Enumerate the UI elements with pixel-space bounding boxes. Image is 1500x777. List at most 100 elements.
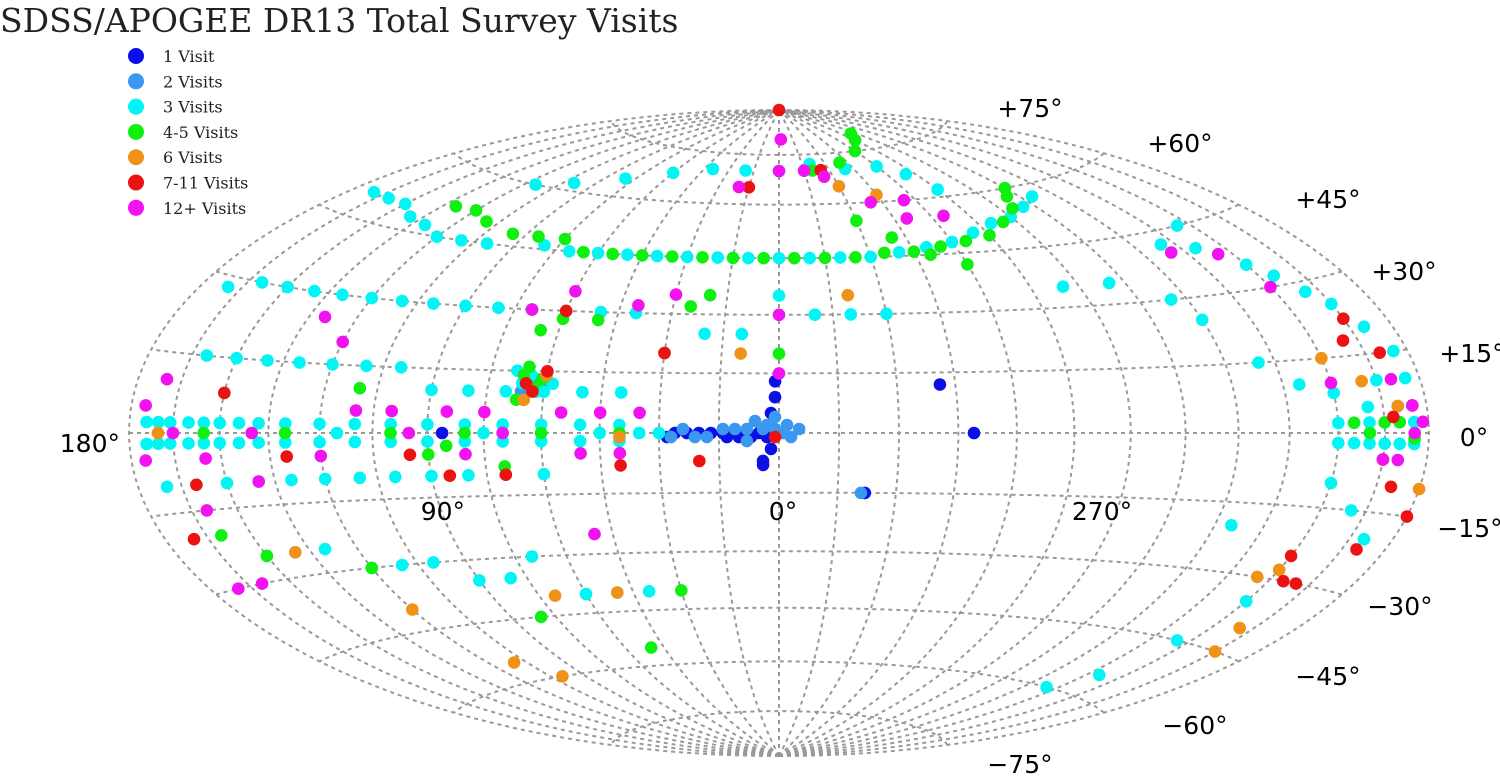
data-point [360,359,373,373]
data-point [458,426,471,440]
data-point [525,550,539,563]
data-point [255,276,269,289]
data-point [591,246,605,260]
data-point [1408,426,1421,440]
data-point [455,234,468,247]
data-point [559,304,573,318]
data-point [187,532,201,546]
data-point [556,670,569,683]
data-point [945,235,959,249]
data-point [382,192,396,205]
data-point [1398,371,1412,385]
data-point [606,247,619,261]
data-point [1272,563,1286,577]
data-point [742,251,755,265]
data-point [1324,476,1338,490]
data-point [878,246,891,260]
legend-entry: 1 Visit [163,47,215,66]
data-point [1363,437,1376,450]
data-point [1387,410,1400,424]
chart-title: SDSS/APOGEE DR13 Total Survey Visits [0,1,678,40]
data-point [740,434,754,448]
data-point [1025,190,1039,203]
data-point [197,416,211,430]
data-point [818,251,832,265]
legend-entry: 2 Visits [163,72,223,91]
tick-labels: 180° 90° 0° 270° +75° +60° +45° +30° +15° 0° −15° −… [60,94,1500,777]
data-point [933,378,947,391]
data-point [735,327,749,341]
data-point [748,414,762,428]
data-point [395,558,409,572]
data-point [573,434,587,448]
data-point [1154,238,1168,251]
data-point [1315,351,1328,365]
data-point [200,504,214,517]
data-point [1332,436,1345,450]
x-tick-label: 180° [60,429,120,458]
data-point [996,215,1010,229]
data-point [197,436,211,450]
data-point [934,240,947,253]
data-point [664,430,678,444]
y-tick-label: 0° [1460,423,1488,452]
data-point [425,469,438,483]
data-point [834,251,847,264]
y-tick-label: −30° [1367,592,1432,621]
data-point [281,280,294,294]
parallel-line [453,152,1105,206]
data-point [693,454,706,468]
data-point [537,467,551,481]
data-point [425,383,438,397]
data-point [404,210,417,223]
data-point [706,162,720,176]
parallel-line [453,660,1105,714]
data-point [897,193,911,207]
data-point [650,249,664,263]
data-point [151,426,165,440]
data-point [152,415,165,429]
data-point [1332,416,1345,430]
data-point [588,527,601,541]
data-point [1211,247,1225,261]
data-point [365,561,379,575]
data-point [1350,543,1363,556]
data-points [139,103,1430,694]
data-point [1327,386,1340,400]
data-point [440,405,454,418]
data-point [739,164,752,177]
data-point [573,418,587,432]
data-point [768,410,782,424]
data-point [427,556,440,569]
data-point [318,310,332,324]
data-point [849,250,862,264]
data-point [1363,426,1377,440]
data-point [478,405,491,419]
data-point [353,381,367,395]
data-point [160,372,174,386]
data-point [907,245,921,258]
data-point [1393,437,1406,451]
data-point [772,251,786,265]
data-point [850,214,863,228]
data-point [139,454,152,467]
data-point [232,416,246,430]
data-point [365,291,379,305]
data-point [808,308,822,322]
data-point [844,308,858,321]
data-point [756,458,770,472]
data-point [772,289,786,302]
data-point [534,426,548,440]
data-point [1195,313,1209,327]
meridian-line [778,109,1132,757]
data-point [293,356,306,369]
data-point [558,232,572,246]
data-point [784,430,798,444]
data-point [1239,258,1253,272]
data-point [260,549,274,563]
data-point [197,426,210,440]
data-point [199,452,212,465]
data-point [421,435,434,448]
data-point [336,335,350,349]
data-point [569,285,582,298]
